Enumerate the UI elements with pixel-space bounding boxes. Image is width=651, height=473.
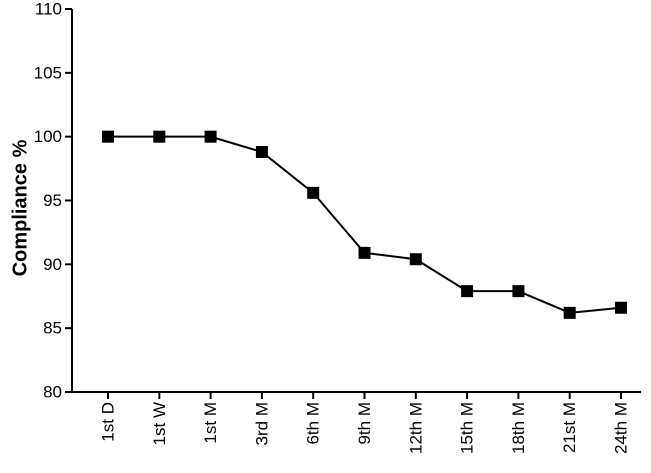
data-point-marker <box>307 186 320 199</box>
y-tick-label: 85 <box>43 319 62 338</box>
x-tick-label: 1st W <box>150 402 169 445</box>
x-tick-label: 15th M <box>458 402 477 454</box>
data-point-marker <box>563 306 576 319</box>
x-tick-label: 6th M <box>304 402 323 445</box>
y-tick-label: 90 <box>43 255 62 274</box>
x-axis: 1st D 1st W 1st M 3rd M 6th M 9th M 12th M 15th… <box>72 391 641 454</box>
y-tick-label: 95 <box>43 191 62 210</box>
x-tick-label: 21st M <box>560 402 579 453</box>
data-point-marker <box>409 253 422 266</box>
data-point-marker <box>102 130 114 143</box>
x-tick-label: 3rd M <box>252 402 271 445</box>
y-tick-label: 80 <box>43 383 62 402</box>
y-tick-label: 100 <box>34 127 62 146</box>
x-tick-label: 9th M <box>355 402 374 445</box>
data-point-marker <box>512 285 525 298</box>
data-point-marker <box>255 145 268 158</box>
data-point-marker <box>204 130 217 143</box>
y-tick-label: 105 <box>34 63 62 82</box>
data-point-marker <box>461 285 474 298</box>
x-tick-label: 1st M <box>201 402 220 444</box>
y-tick-label: 110 <box>35 0 62 19</box>
series-layer <box>102 130 627 319</box>
x-tick-label: 18th M <box>509 402 528 454</box>
y-axis-title: Compliance % <box>9 139 31 276</box>
x-tick-label: 12th M <box>406 402 425 454</box>
x-tick-label: 24th M <box>612 402 631 454</box>
data-point-marker <box>153 130 166 143</box>
y-axis: 80 85 90 95 100 105 110 <box>34 0 73 402</box>
x-tick-label: 1st D <box>99 402 118 442</box>
series-line <box>108 135 622 314</box>
data-point-marker <box>358 246 371 259</box>
data-point-marker <box>615 301 627 314</box>
